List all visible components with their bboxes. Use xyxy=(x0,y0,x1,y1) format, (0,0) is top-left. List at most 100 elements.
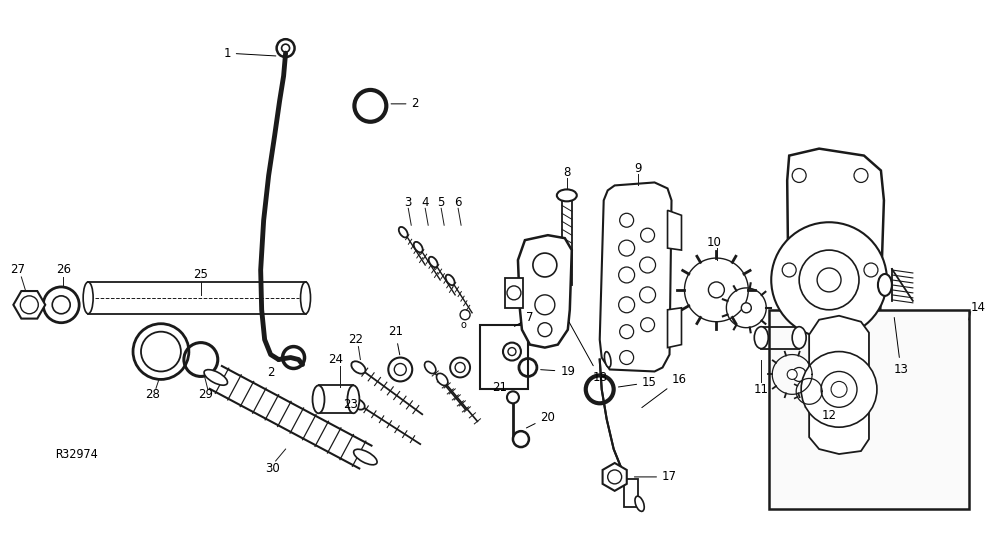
Text: 20: 20 xyxy=(526,411,555,428)
Text: 8: 8 xyxy=(563,166,570,179)
Text: 9: 9 xyxy=(634,162,641,175)
Circle shape xyxy=(640,257,656,273)
Circle shape xyxy=(503,343,521,360)
Circle shape xyxy=(793,367,807,381)
Circle shape xyxy=(619,297,635,313)
Circle shape xyxy=(20,296,38,314)
Ellipse shape xyxy=(204,369,227,385)
Text: 24: 24 xyxy=(328,353,343,366)
Circle shape xyxy=(854,169,868,183)
Polygon shape xyxy=(518,235,572,347)
Circle shape xyxy=(486,368,498,380)
Circle shape xyxy=(619,267,635,283)
Ellipse shape xyxy=(300,282,310,314)
Circle shape xyxy=(793,169,807,183)
Circle shape xyxy=(800,250,859,310)
Circle shape xyxy=(276,39,294,57)
Text: 25: 25 xyxy=(193,268,208,281)
Circle shape xyxy=(509,335,521,346)
Text: 23: 23 xyxy=(343,398,358,411)
Circle shape xyxy=(133,324,188,380)
Text: 26: 26 xyxy=(56,264,71,277)
Text: 2: 2 xyxy=(267,366,274,379)
Ellipse shape xyxy=(755,326,769,349)
Text: 19: 19 xyxy=(540,365,575,378)
Text: 4: 4 xyxy=(422,196,429,209)
Ellipse shape xyxy=(604,352,611,367)
Text: 6: 6 xyxy=(455,196,462,209)
Text: 5: 5 xyxy=(438,196,445,209)
Text: 15: 15 xyxy=(618,376,657,389)
Ellipse shape xyxy=(425,361,436,374)
Bar xyxy=(480,325,528,389)
Ellipse shape xyxy=(635,496,644,511)
Circle shape xyxy=(394,364,406,375)
Circle shape xyxy=(788,369,798,380)
Circle shape xyxy=(533,253,557,277)
Circle shape xyxy=(141,332,180,372)
Text: 14: 14 xyxy=(971,301,986,314)
Circle shape xyxy=(854,367,868,381)
Text: o: o xyxy=(461,320,466,330)
Circle shape xyxy=(513,431,529,447)
Text: 13: 13 xyxy=(893,317,908,376)
Text: 16: 16 xyxy=(642,373,687,408)
Text: 11: 11 xyxy=(754,383,769,396)
Circle shape xyxy=(388,358,412,381)
Ellipse shape xyxy=(429,257,438,267)
Circle shape xyxy=(509,368,521,380)
Polygon shape xyxy=(788,149,884,391)
Text: 7: 7 xyxy=(514,311,533,326)
Ellipse shape xyxy=(878,274,892,296)
Circle shape xyxy=(818,268,841,292)
Circle shape xyxy=(620,213,634,227)
Text: 30: 30 xyxy=(265,462,280,475)
Text: 1: 1 xyxy=(223,47,276,60)
Circle shape xyxy=(450,358,470,378)
Circle shape xyxy=(508,347,516,355)
Ellipse shape xyxy=(352,399,365,410)
Ellipse shape xyxy=(793,326,807,349)
Text: 21: 21 xyxy=(388,325,403,355)
Circle shape xyxy=(619,240,635,256)
Ellipse shape xyxy=(347,386,359,413)
Circle shape xyxy=(620,325,634,339)
Circle shape xyxy=(742,303,752,313)
Circle shape xyxy=(486,335,498,346)
Bar xyxy=(505,278,523,308)
Ellipse shape xyxy=(83,282,93,314)
Text: 29: 29 xyxy=(198,388,213,401)
Circle shape xyxy=(772,222,887,338)
Text: 18: 18 xyxy=(569,322,607,384)
Circle shape xyxy=(641,228,655,242)
Polygon shape xyxy=(13,291,45,318)
Circle shape xyxy=(822,372,857,407)
Ellipse shape xyxy=(351,361,366,374)
Circle shape xyxy=(608,470,622,484)
Circle shape xyxy=(43,287,79,323)
Circle shape xyxy=(709,282,725,298)
Text: 2: 2 xyxy=(391,97,419,111)
Ellipse shape xyxy=(399,227,408,237)
Text: 12: 12 xyxy=(822,409,836,422)
Ellipse shape xyxy=(437,373,448,386)
Text: 28: 28 xyxy=(146,388,161,401)
Circle shape xyxy=(455,362,465,373)
Circle shape xyxy=(507,286,521,300)
Circle shape xyxy=(535,295,555,315)
Text: 22: 22 xyxy=(348,333,363,346)
Circle shape xyxy=(802,352,877,427)
Text: 10: 10 xyxy=(707,236,722,249)
Circle shape xyxy=(507,391,519,403)
Ellipse shape xyxy=(414,242,423,252)
Polygon shape xyxy=(600,183,672,372)
Circle shape xyxy=(52,296,70,314)
Bar xyxy=(770,310,969,509)
Circle shape xyxy=(864,263,878,277)
Ellipse shape xyxy=(557,190,577,201)
Circle shape xyxy=(640,287,656,303)
Polygon shape xyxy=(810,316,869,454)
Text: 3: 3 xyxy=(405,196,412,209)
Circle shape xyxy=(783,263,797,277)
Ellipse shape xyxy=(446,274,455,285)
